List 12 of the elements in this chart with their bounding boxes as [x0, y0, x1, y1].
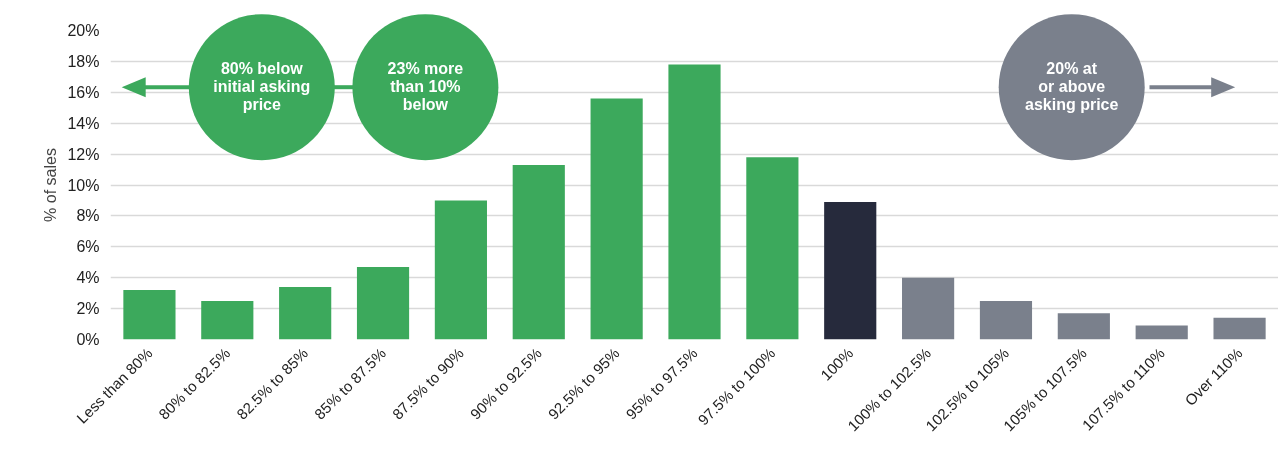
y-tick-label: 6% — [76, 238, 100, 256]
y-axis-title: % of sales — [42, 148, 60, 222]
y-tick-label: 10% — [67, 176, 100, 194]
y-tick-label: 18% — [67, 52, 100, 70]
y-tick-label: 0% — [76, 331, 100, 348]
y-tick-label: 20% — [67, 22, 100, 39]
y-tick-label: 16% — [67, 83, 100, 101]
y-tick-label: 12% — [67, 145, 100, 163]
y-tick-label: 2% — [76, 300, 100, 318]
y-tick-label: 4% — [76, 269, 100, 287]
y-tick-label: 8% — [76, 207, 100, 225]
y-tick-label: 14% — [67, 114, 100, 132]
